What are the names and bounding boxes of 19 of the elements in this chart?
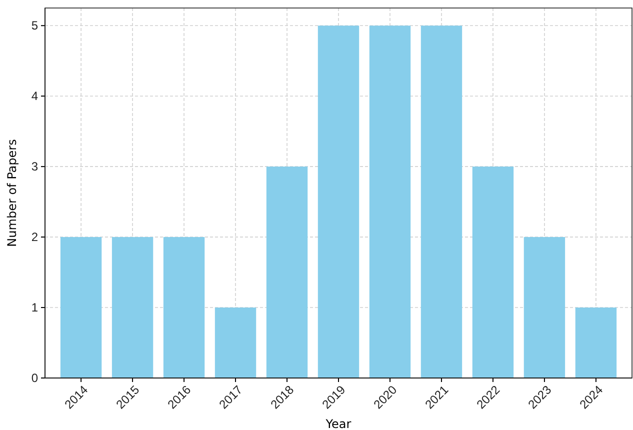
y-tick-label: 3 bbox=[31, 159, 38, 174]
x-axis-title: Year bbox=[324, 417, 352, 430]
bar bbox=[420, 26, 462, 378]
y-tick-label: 0 bbox=[31, 370, 38, 385]
bar bbox=[266, 166, 308, 378]
y-axis-title: Number of Papers bbox=[5, 139, 19, 247]
y-tick-label: 4 bbox=[31, 88, 38, 103]
bar bbox=[163, 237, 205, 378]
y-tick-label: 2 bbox=[31, 230, 38, 244]
y-tick-label: 1 bbox=[31, 300, 38, 314]
bar bbox=[524, 237, 566, 378]
bar bbox=[575, 308, 617, 378]
bar bbox=[112, 237, 154, 378]
bar bbox=[60, 237, 102, 378]
bar bbox=[318, 26, 360, 378]
bar bbox=[214, 308, 256, 378]
bar bbox=[369, 26, 411, 378]
bar bbox=[472, 166, 514, 378]
y-tick-label: 5 bbox=[31, 18, 38, 32]
